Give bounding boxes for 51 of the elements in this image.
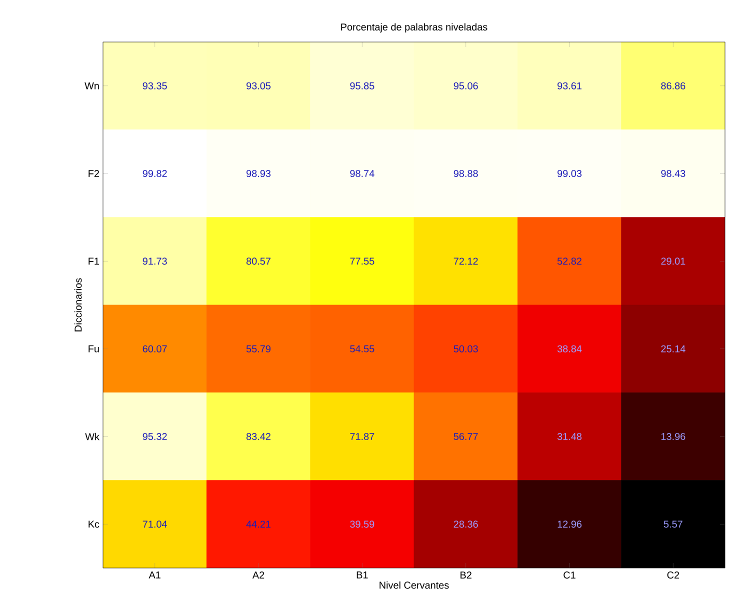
data-label: 5.57 <box>664 520 682 528</box>
data-label: 38.84 <box>557 345 582 352</box>
data-label: 50.03 <box>454 345 478 352</box>
data-label: 31.48 <box>557 432 582 440</box>
y-tick-label: F1 <box>88 258 100 265</box>
data-label: 93.61 <box>558 82 582 90</box>
data-label: 52.82 <box>557 258 582 265</box>
data-label: 86.86 <box>661 82 686 90</box>
data-label: 71.87 <box>350 432 374 440</box>
x-axis-title: Nivel Cervantes <box>380 581 449 589</box>
data-label: 28.36 <box>454 520 478 528</box>
y-axis-title: Diccionarios <box>74 278 82 332</box>
y-tick-label: Wn <box>84 82 99 90</box>
data-label: 29.01 <box>661 258 686 265</box>
chart-title: Porcentaje de palabras niveladas <box>341 23 488 33</box>
data-label: 98.74 <box>350 170 374 178</box>
x-tick-label: A1 <box>148 572 160 578</box>
data-label: 44.21 <box>246 520 270 528</box>
data-label: 72.12 <box>454 258 478 265</box>
data-label: 71.04 <box>142 520 168 528</box>
data-label: 98.43 <box>661 170 686 178</box>
x-tick-label: A2 <box>252 572 264 578</box>
data-label: 55.79 <box>246 345 270 352</box>
data-label: 77.55 <box>350 258 374 265</box>
data-label: 95.32 <box>142 432 167 440</box>
data-label: 56.77 <box>454 432 478 440</box>
data-label: 95.06 <box>454 82 478 90</box>
data-label: 98.93 <box>246 170 271 178</box>
x-tick-label: B1 <box>356 572 368 578</box>
data-label: 95.85 <box>350 82 374 90</box>
y-tick-label: Fu <box>88 345 99 352</box>
data-label: 12.96 <box>558 520 582 528</box>
y-tick-label: Wk <box>85 432 100 440</box>
y-tick-label: F2 <box>88 170 99 177</box>
x-tick-label: C1 <box>564 572 576 579</box>
x-tick-label: B2 <box>460 572 472 578</box>
data-label: 99.82 <box>142 170 167 178</box>
data-label: 93.35 <box>142 82 167 90</box>
x-tick-label: C2 <box>667 572 680 579</box>
data-label: 91.73 <box>142 258 167 265</box>
data-label: 83.42 <box>246 432 270 440</box>
data-label: 54.55 <box>350 345 374 352</box>
data-label: 39.59 <box>350 520 374 528</box>
data-label: 99.03 <box>558 170 582 178</box>
data-label: 80.57 <box>246 258 270 265</box>
data-label: 13.96 <box>661 432 686 440</box>
data-label: 60.07 <box>142 345 167 352</box>
data-label: 98.88 <box>454 170 478 178</box>
data-label: 93.05 <box>246 82 271 90</box>
y-tick-label: Kc <box>88 520 100 528</box>
data-label: 25.14 <box>661 345 686 352</box>
